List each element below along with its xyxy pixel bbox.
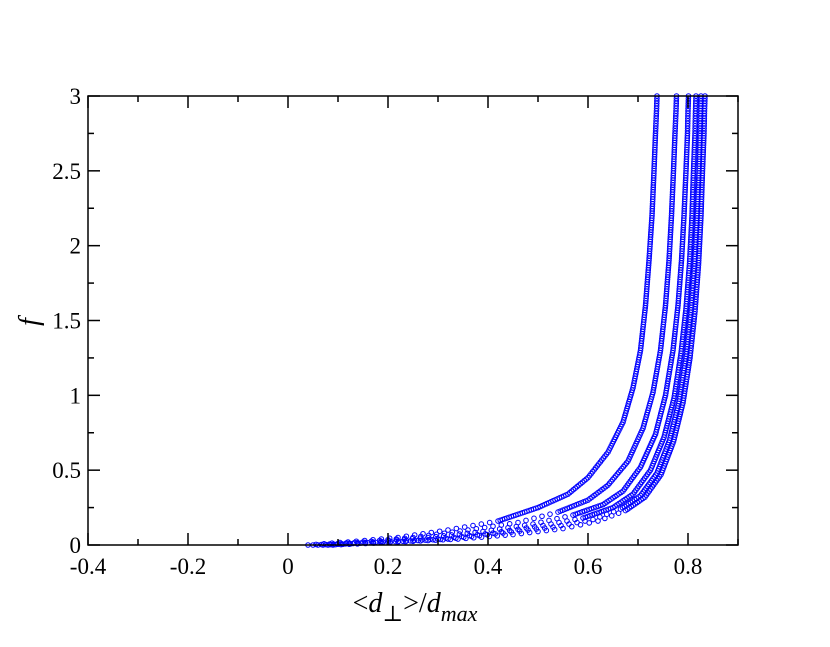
data-point <box>478 521 485 527</box>
data-point <box>496 526 503 532</box>
data-point <box>453 525 460 532</box>
data-point <box>400 538 406 545</box>
y-tick-label: 1.5 <box>52 309 81 334</box>
data-marks <box>305 93 708 548</box>
data-point <box>505 524 511 531</box>
data-point <box>539 513 545 520</box>
data-point <box>445 536 451 542</box>
data-point <box>457 528 463 534</box>
data-point <box>494 533 501 539</box>
data-point <box>461 524 468 530</box>
data-point <box>473 525 480 532</box>
data-point <box>470 522 476 529</box>
data-point <box>595 518 601 524</box>
data-point <box>392 538 399 545</box>
x-axis-title-d: d <box>368 588 383 619</box>
data-point <box>445 527 451 533</box>
plot-frame <box>87 95 739 546</box>
x-tick-label: 0.2 <box>374 554 403 579</box>
data-point <box>526 529 533 536</box>
data-point <box>535 528 541 535</box>
data-point <box>425 537 431 544</box>
data-point <box>417 538 424 544</box>
data-point <box>441 530 448 537</box>
x-axis-title-gt-slash: >/ <box>403 588 427 619</box>
data-point <box>415 537 421 544</box>
data-point <box>470 534 477 541</box>
data-point <box>523 517 529 524</box>
data-point <box>486 533 493 540</box>
data-point <box>568 523 575 530</box>
data-point <box>407 538 414 544</box>
y-tick-label: 1 <box>70 383 82 408</box>
data-point <box>430 536 436 543</box>
data-point <box>518 530 525 537</box>
data-point <box>463 535 469 542</box>
axes: -0.4 -0.2 0 0.2 0.4 0.6 0.8 0 0.5 1 1.5 2 2.5 3 <box>52 84 739 579</box>
data-point <box>455 536 461 542</box>
data-point <box>440 536 446 543</box>
data-point <box>428 529 435 536</box>
data-point <box>478 534 485 540</box>
data-point <box>378 536 385 542</box>
data-point <box>506 527 513 534</box>
x-axis-title-perp: ⊥ <box>382 601 403 626</box>
data-point <box>513 523 520 530</box>
y-axis-title: f <box>14 315 45 326</box>
x-tick-label: -0.4 <box>70 554 107 579</box>
x-tick-label: 0.4 <box>474 554 503 579</box>
series-6 <box>330 93 708 548</box>
data-point <box>602 515 608 522</box>
x-tick-label: 0.8 <box>674 554 703 579</box>
x-axis-title-d-max: d <box>427 588 442 619</box>
data-point <box>586 520 593 526</box>
y-tick-label: 0.5 <box>52 458 81 483</box>
data-point <box>354 541 361 547</box>
data-point <box>608 513 615 519</box>
x-tick-label: -0.2 <box>170 554 206 579</box>
y-tick-label: 2.5 <box>52 159 81 184</box>
data-point <box>551 526 558 533</box>
series-1 <box>305 93 660 548</box>
data-point <box>560 525 566 532</box>
data-point <box>502 532 508 538</box>
y-tick-label: 2 <box>70 234 82 259</box>
y-tick-label: 3 <box>70 84 82 109</box>
data-point <box>577 521 584 528</box>
data-point <box>422 537 429 543</box>
data-point <box>530 521 536 527</box>
data-point <box>531 515 537 522</box>
data-point <box>402 538 409 545</box>
x-axis-title-max: max <box>441 601 478 626</box>
data-point <box>447 536 454 543</box>
data-point <box>615 510 622 516</box>
data-point <box>486 519 493 526</box>
data-point <box>410 538 416 545</box>
x-tick-label: 0 <box>282 554 294 579</box>
data-point <box>590 516 596 523</box>
x-axis-title-lt: < <box>353 588 369 619</box>
data-point <box>510 531 516 538</box>
x-tick-label: 0.6 <box>574 554 603 579</box>
data-point <box>521 522 528 529</box>
data-point <box>488 527 495 534</box>
series-3 <box>315 93 692 548</box>
data-point <box>362 540 369 547</box>
x-axis-title: <d⊥>/dmax <box>353 588 478 626</box>
data-point <box>465 527 471 533</box>
data-point <box>449 529 456 535</box>
data-point <box>436 528 443 535</box>
data-point <box>547 511 553 517</box>
series-2 <box>310 93 680 548</box>
series-group <box>305 93 708 548</box>
data-point <box>403 537 410 544</box>
data-point <box>543 527 550 534</box>
y-tick-label: 0 <box>70 533 82 558</box>
